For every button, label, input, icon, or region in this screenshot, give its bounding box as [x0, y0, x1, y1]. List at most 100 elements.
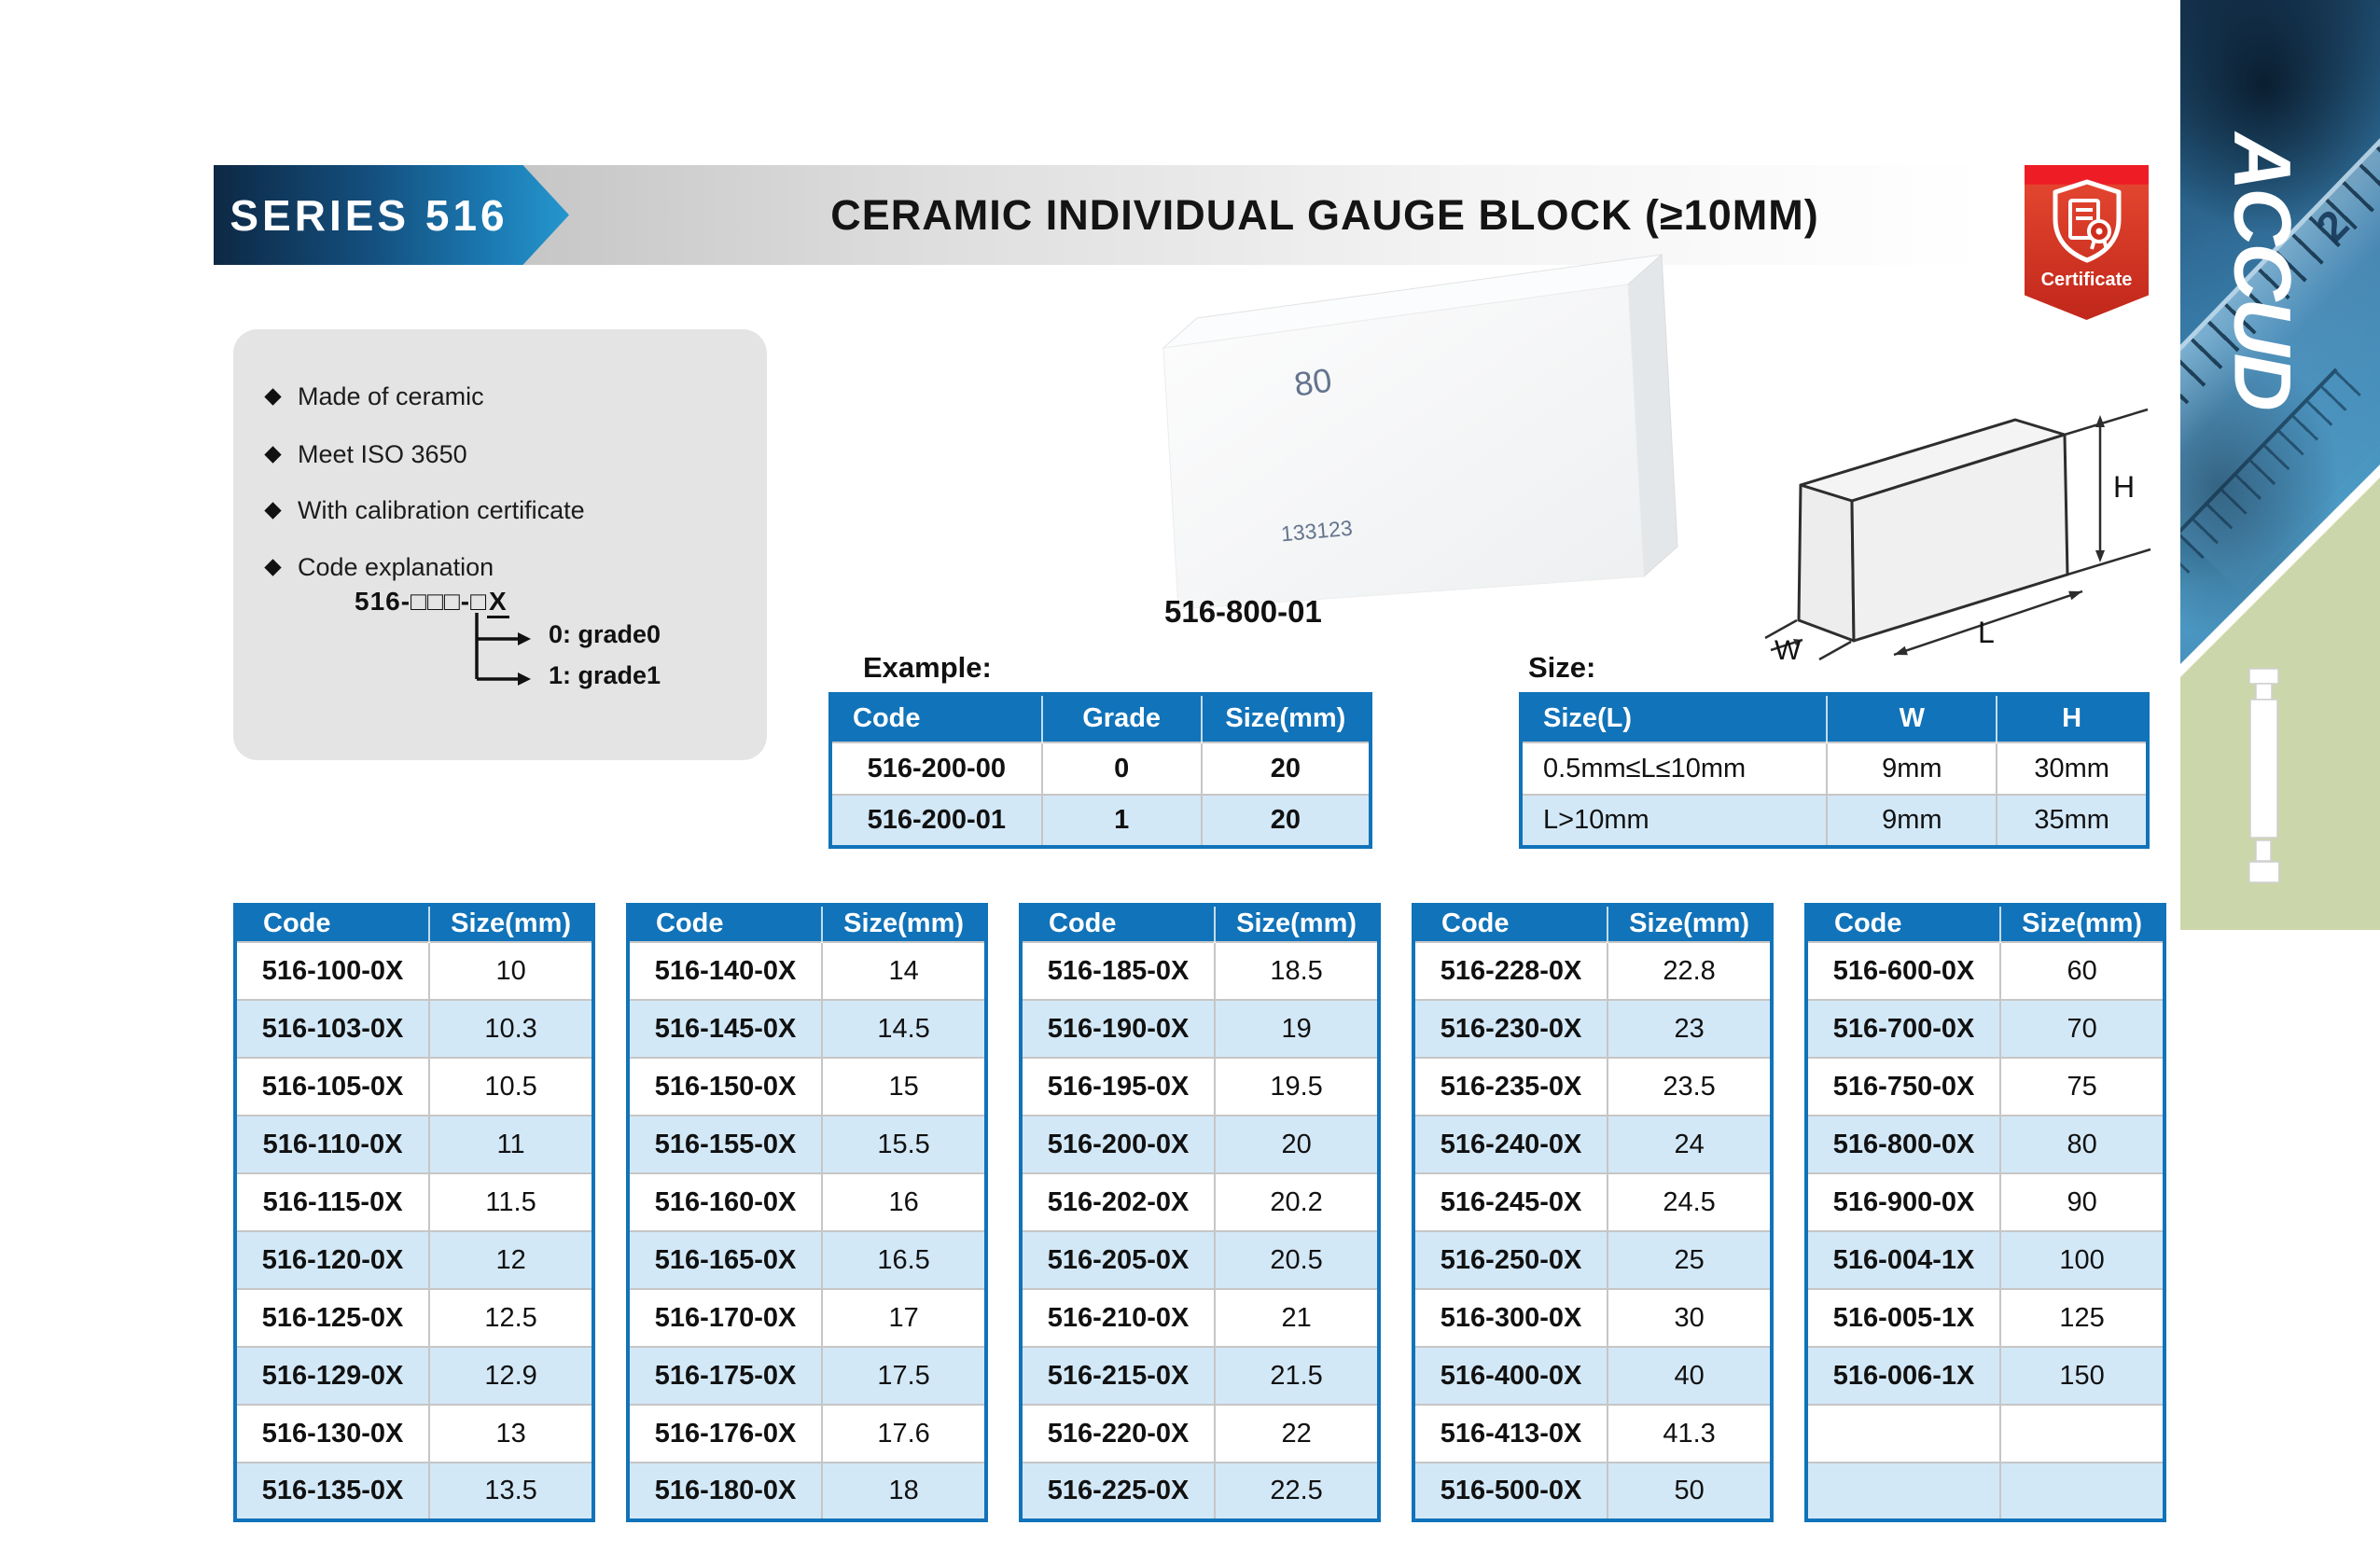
code-cell: 516-700-0X — [1806, 999, 2001, 1058]
table-row: 516-200-01 1 20 — [830, 794, 1371, 847]
code-cell: 516-175-0X — [628, 1346, 823, 1405]
code-cell: 516-413-0X — [1413, 1404, 1608, 1463]
grade-cell: 0 — [1040, 742, 1202, 795]
size-cell: 22.5 — [1214, 1462, 1379, 1520]
size-cell: 12.9 — [428, 1346, 593, 1405]
table-row: 516-145-0X 14.5 — [628, 999, 986, 1058]
code-cell: 516-185-0X — [1021, 941, 1216, 1000]
dim-l-label: L — [1978, 616, 1995, 649]
table-row: 516-135-0X 13.5 — [235, 1462, 593, 1520]
table-row: 516-245-0X 24.5 — [1413, 1172, 1772, 1231]
photo-caption: 516-800-01 — [1164, 594, 1322, 629]
code-cell: 516-205-0X — [1021, 1230, 1216, 1289]
column-header: Size(mm) — [1607, 905, 1772, 942]
code-table-2: Code Size(mm) 516-140-0X 14 516-145-0X 14.5… — [626, 903, 988, 1522]
size-cell: 24 — [1607, 1115, 1772, 1173]
size-cell: 23 — [1607, 999, 1772, 1058]
table-row: 516-115-0X 11.5 — [235, 1172, 593, 1231]
dim-h-label: H — [2113, 470, 2135, 504]
size-cell: 20.5 — [1214, 1230, 1379, 1289]
code-cell — [1806, 1462, 2001, 1520]
size-cell: 100 — [1999, 1230, 2164, 1289]
code-table-4: Code Size(mm) 516-228-0X 22.8 516-230-0X 23… — [1412, 903, 1774, 1522]
table-row — [1806, 1462, 2164, 1520]
feature-item: With calibration certificate — [264, 495, 585, 525]
code-cell: 516-103-0X — [235, 999, 430, 1058]
code-cell: 516-200-01 — [830, 794, 1042, 847]
code-cell: 516-235-0X — [1413, 1057, 1608, 1116]
diamond-bullet-icon — [264, 387, 282, 406]
table-row: 516-004-1X 100 — [1806, 1230, 2164, 1289]
code-cell: 516-004-1X — [1806, 1230, 2001, 1289]
gauge-stand-icon — [2248, 668, 2280, 883]
table-row: 516-120-0X 12 — [235, 1230, 593, 1289]
size-cell: 16 — [821, 1172, 986, 1231]
feature-item: Code explanation — [264, 552, 494, 582]
code-cell: 516-245-0X — [1413, 1172, 1608, 1231]
size-cell — [1999, 1404, 2164, 1463]
diamond-bullet-icon — [264, 558, 282, 576]
size-cell: 12 — [428, 1230, 593, 1289]
column-header: Code — [235, 905, 430, 942]
w-cell: 9mm — [1826, 794, 1997, 847]
size-cell: 30 — [1607, 1288, 1772, 1347]
code-cell: 516-105-0X — [235, 1057, 430, 1116]
table-row: 516-235-0X 23.5 — [1413, 1057, 1772, 1116]
column-header: Code — [628, 905, 823, 942]
table-row: 516-105-0X 10.5 — [235, 1057, 593, 1116]
size-range-cell: 0.5mm≤L≤10mm — [1521, 742, 1828, 795]
size-cell: 19 — [1214, 999, 1379, 1058]
size-cell — [1999, 1462, 2164, 1520]
column-header: Code — [1021, 905, 1216, 942]
table-row: 516-500-0X 50 — [1413, 1462, 1772, 1520]
table-row: 516-155-0X 15.5 — [628, 1115, 986, 1173]
size-cell: 15.5 — [821, 1115, 986, 1173]
size-cell: 19.5 — [1214, 1057, 1379, 1116]
feature-text: Made of ceramic — [298, 382, 484, 410]
grade-cell: 1 — [1040, 794, 1202, 847]
table-row: 516-180-0X 18 — [628, 1462, 986, 1520]
code-cell: 516-150-0X — [628, 1057, 823, 1116]
size-table: Size(L) W H 0.5mm≤L≤10mm 9mm 30mm L>10mm… — [1519, 692, 2150, 849]
code-cell: 516-900-0X — [1806, 1172, 2001, 1231]
feature-text: Code explanation — [298, 553, 494, 581]
table-row: 516-215-0X 21.5 — [1021, 1346, 1379, 1405]
table-row: 516-165-0X 16.5 — [628, 1230, 986, 1289]
column-header: Size(mm) — [821, 905, 986, 942]
feature-text: With calibration certificate — [298, 496, 585, 524]
code-cell: 516-195-0X — [1021, 1057, 1216, 1116]
code-cell: 516-170-0X — [628, 1288, 823, 1347]
column-header: Code — [1806, 905, 2001, 942]
table-row: 516-413-0X 41.3 — [1413, 1404, 1772, 1463]
code-cell: 516-600-0X — [1806, 941, 2001, 1000]
code-cell: 516-202-0X — [1021, 1172, 1216, 1231]
code-cell: 516-145-0X — [628, 999, 823, 1058]
size-cell: 21.5 — [1214, 1346, 1379, 1405]
table-header-row: Code Size(mm) — [628, 905, 986, 942]
table-row: 516-005-1X 125 — [1806, 1288, 2164, 1347]
code-cell: 516-190-0X — [1021, 999, 1216, 1058]
table-row: 516-140-0X 14 — [628, 941, 986, 1000]
column-header: Code — [830, 694, 1042, 742]
size-cell: 18.5 — [1214, 941, 1379, 1000]
code-cell: 516-125-0X — [235, 1288, 430, 1347]
column-header: Size(L) — [1521, 694, 1828, 742]
size-cell: 13.5 — [428, 1462, 593, 1520]
size-cell: 22.8 — [1607, 941, 1772, 1000]
table-row: 516-170-0X 17 — [628, 1288, 986, 1347]
size-cell: 11.5 — [428, 1172, 593, 1231]
table-row: 516-150-0X 15 — [628, 1057, 986, 1116]
code-cell: 516-220-0X — [1021, 1404, 1216, 1463]
size-cell: 15 — [821, 1057, 986, 1116]
code-cell: 516-155-0X — [628, 1115, 823, 1173]
size-cell: 13 — [428, 1404, 593, 1463]
dim-w-label: W — [1775, 635, 1802, 666]
size-cell: 50 — [1607, 1462, 1772, 1520]
code-cell: 516-200-00 — [830, 742, 1042, 795]
code-pattern: 516-□□□-□X — [355, 587, 509, 618]
column-header: Size(mm) — [1214, 905, 1379, 942]
code-cell: 516-500-0X — [1413, 1462, 1608, 1520]
series-label: SERIES 516 — [230, 190, 508, 240]
code-cell: 516-135-0X — [235, 1462, 430, 1520]
feature-item: Made of ceramic — [264, 381, 484, 411]
